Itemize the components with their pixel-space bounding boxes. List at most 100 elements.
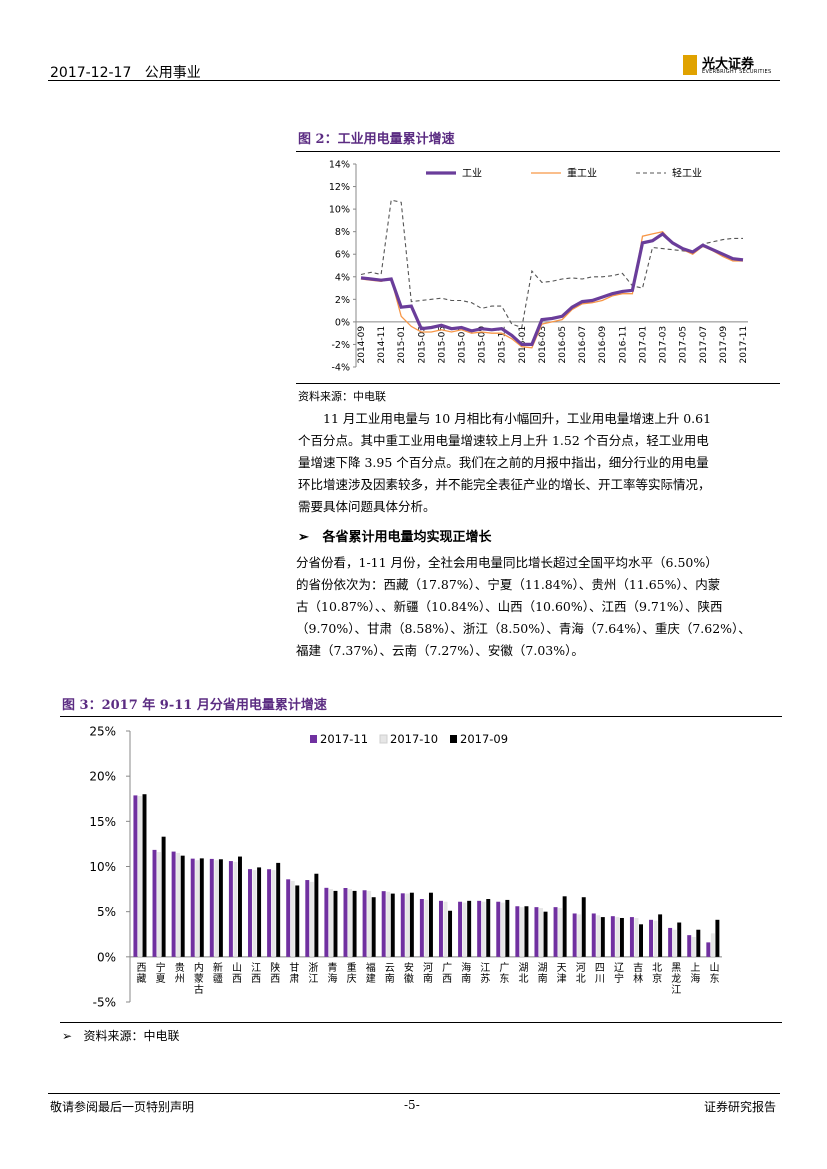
fig3-bar [710,933,715,957]
fig3-x-tick-char: 西 [137,963,147,974]
fig3-x-tick-char: 夏 [156,973,166,985]
fig3-x-tick-label: 辽宁 [614,962,624,985]
fig3-x-tick-char: 林 [633,972,643,985]
fig3-bar [639,924,643,957]
fig2-legend-label: 工业 [462,168,482,180]
fig3-bar [286,879,291,957]
fig3-x-tick-char: 海 [461,961,471,974]
fig3-x-tick-label: 海南 [461,961,471,985]
fig3-bar [562,896,567,957]
fig3-x-tick-char: 川 [595,974,605,985]
fig3-bar [500,902,505,957]
fig3-bar [715,919,720,957]
fig3-x-tick-char: 庆 [347,972,357,985]
fig2-y-tick-label: 2% [335,295,350,306]
fig3-x-tick-char: 南 [538,972,548,985]
fig3-bar [610,916,615,957]
fig3-bar [362,890,367,957]
fig3-x-tick-label: 广西 [442,962,452,985]
fig2-y-tick-label: 14% [329,160,350,171]
fig3-bar [180,855,185,957]
fig3-x-tick-char: 津 [557,973,567,985]
fig3-source: 资料来源：中电联 [83,1029,180,1043]
fig3-bar [696,929,701,957]
fig3-x-tick-char: 山 [232,962,242,974]
fig3-x-tick-char: 重 [347,961,357,974]
fig3-bar [238,856,242,957]
fig3-bar [367,890,372,957]
fig3-bar [572,913,577,957]
fig3-x-tick-label: 广东 [499,962,509,985]
fig3-y-tick-label: 20% [89,770,116,784]
fig3-bar [524,906,529,957]
logo-subtitle: EVERBRIGHT SECURITIES [702,69,772,75]
fig3-bar [668,927,673,957]
fig3-bar [577,914,582,957]
fig3-bar [543,911,548,957]
fig3-bar [534,907,539,957]
fig3-x-tick-char: 安 [404,961,414,974]
fig3-bar [324,887,329,957]
logo-text: 光大证券 [702,57,755,72]
fig3-x-tick-label: 湖南 [538,962,548,985]
fig3-x-tick-label: 宁夏 [156,961,166,985]
fig3-bar [381,891,386,957]
fig3-bar [496,901,501,957]
fig3-x-tick-label: 湖北 [518,962,528,985]
source-arrow-icon: ➢ [62,1029,73,1043]
fig3-y-tick-label: -5% [93,996,116,1010]
fig2-x-tick-label: 2017-09 [719,326,729,364]
footer-disclaimer[interactable]: 敬请参阅最后一页特别声明 [50,1100,195,1114]
footer-report-type: 证券研究报告 [704,1100,777,1114]
fig2-y-tick-label: 10% [329,205,350,216]
fig3-x-tick-char: 天 [557,963,567,974]
fig3-x-tick-char: 江 [308,973,318,985]
fig3-title: 图 3：2017 年 9-11 月分省用电量累计增速 [62,698,327,713]
fig3-bar [687,935,692,957]
fig3-x-tick-char: 肃 [289,973,299,985]
fig3-legend-label: 2017-10 [390,732,438,746]
fig3-x-tick-label: 河北 [576,962,586,985]
fig3-bar [672,929,677,957]
fig3-bar [438,900,443,957]
header-date-sector: 2017-12-17 公用事业 [50,62,201,82]
fig2-x-tick-label: 2016-09 [598,326,608,364]
fig3-x-tick-char: 河 [576,962,586,974]
fig2-x-tick-label: 2015-05 [437,326,447,364]
para2-line1: 分省份看，1-11 月份，全社会用电量同比增长超过全国平均水平（6.50%） [296,555,718,570]
fig3-x-tick-char: 江 [671,984,681,996]
fig3-x-tick-char: 苏 [480,972,490,985]
fig3-bar [252,870,257,957]
fig3-bar [448,910,453,957]
fig3-x-tick-char: 京 [652,972,662,985]
fig3-x-tick-char: 西 [270,974,280,985]
fig3-y-tick-label: 0% [97,950,116,964]
fig3-x-tick-char: 宁 [614,972,624,985]
fig3-x-tick-label: 陕西 [270,961,280,985]
fig3-x-tick-char: 四 [595,963,605,974]
fig3-bar [558,908,563,957]
fig3-x-tick-label: 黑龙江 [671,962,681,996]
fig2-series-line-2 [360,199,743,329]
fig3-bar [462,902,467,957]
fig3-x-tick-char: 江 [251,962,261,974]
fig2-x-tick-label: 2016-05 [558,326,568,364]
fig3-bar [467,900,472,957]
fig3-x-tick-char: 南 [461,972,471,985]
fig3-x-tick-char: 福 [366,961,376,974]
fig3-bar [706,942,711,957]
fig3-x-tick-char: 山 [709,962,719,974]
fig2-x-tick-label: 2015-01 [397,326,407,364]
fig3-x-tick-char: 蒙 [194,972,204,985]
fig3-bar [271,870,276,957]
para2-line2: 的省份依次为：西藏（17.87%）、宁夏（11.84%）、贵州（11.65%）、… [296,577,721,592]
fig3-bar [515,906,520,957]
fig3-x-tick-label: 甘肃 [289,961,299,985]
fig3-x-tick-label: 天津 [557,963,567,985]
fig3-x-tick-label: 山西 [232,962,242,985]
fig2-chart: 14% 12% 10% 8% 6% 4% 2% 0% -2% -4% 2014-09 2014-11 2… [329,160,749,374]
fig3-x-tick-char: 东 [499,972,509,985]
fig2-legend-label: 重工业 [567,167,597,180]
fig3-bar [228,861,233,957]
fig3-x-tick-char: 西 [251,974,261,985]
